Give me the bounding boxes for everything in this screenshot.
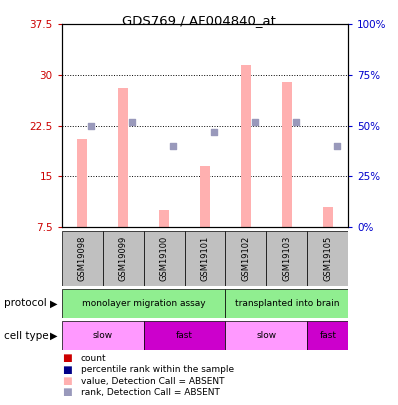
Bar xyxy=(225,289,348,318)
Point xyxy=(129,119,135,126)
Bar xyxy=(62,231,103,286)
Bar xyxy=(307,231,348,286)
Text: ■: ■ xyxy=(62,365,71,375)
Text: monolayer migration assay: monolayer migration assay xyxy=(82,299,205,308)
Text: ■: ■ xyxy=(62,376,71,386)
Text: transplanted into brain: transplanted into brain xyxy=(234,299,339,308)
Bar xyxy=(225,231,266,286)
Bar xyxy=(266,231,307,286)
Text: slow: slow xyxy=(93,331,113,340)
Bar xyxy=(323,207,333,227)
Point xyxy=(293,119,299,126)
Point xyxy=(88,122,94,129)
Point xyxy=(334,143,340,149)
Bar xyxy=(62,321,144,350)
Text: cell type: cell type xyxy=(4,331,49,341)
Point xyxy=(211,129,217,136)
Bar xyxy=(144,321,225,350)
Bar xyxy=(144,231,185,286)
Text: GSM19105: GSM19105 xyxy=(323,236,332,281)
Text: GSM19099: GSM19099 xyxy=(119,236,128,281)
Text: GSM19098: GSM19098 xyxy=(78,235,87,281)
Text: value, Detection Call = ABSENT: value, Detection Call = ABSENT xyxy=(81,377,224,386)
Bar xyxy=(225,321,307,350)
Text: GSM19103: GSM19103 xyxy=(282,235,291,281)
Point xyxy=(252,119,258,126)
Text: fast: fast xyxy=(319,331,336,340)
Text: protocol: protocol xyxy=(4,298,47,308)
Bar xyxy=(241,65,251,227)
Bar xyxy=(62,289,225,318)
Bar xyxy=(118,88,128,227)
Text: slow: slow xyxy=(256,331,277,340)
Bar xyxy=(159,210,169,227)
Bar xyxy=(103,231,144,286)
Text: GSM19100: GSM19100 xyxy=(160,236,168,281)
Point xyxy=(170,143,176,149)
Text: percentile rank within the sample: percentile rank within the sample xyxy=(81,365,234,374)
Text: ▶: ▶ xyxy=(50,331,57,341)
Text: GSM19101: GSM19101 xyxy=(201,236,209,281)
Text: rank, Detection Call = ABSENT: rank, Detection Call = ABSENT xyxy=(81,388,220,397)
Text: GDS769 / AF004840_at: GDS769 / AF004840_at xyxy=(122,14,276,27)
Bar xyxy=(282,82,292,227)
Bar xyxy=(185,231,225,286)
Bar xyxy=(307,321,348,350)
Bar xyxy=(77,139,87,227)
Text: fast: fast xyxy=(176,331,193,340)
Text: count: count xyxy=(81,354,106,363)
Text: GSM19102: GSM19102 xyxy=(242,236,250,281)
Text: ▶: ▶ xyxy=(50,298,57,308)
Text: ■: ■ xyxy=(62,388,71,397)
Text: ■: ■ xyxy=(62,354,71,363)
Bar xyxy=(200,166,210,227)
